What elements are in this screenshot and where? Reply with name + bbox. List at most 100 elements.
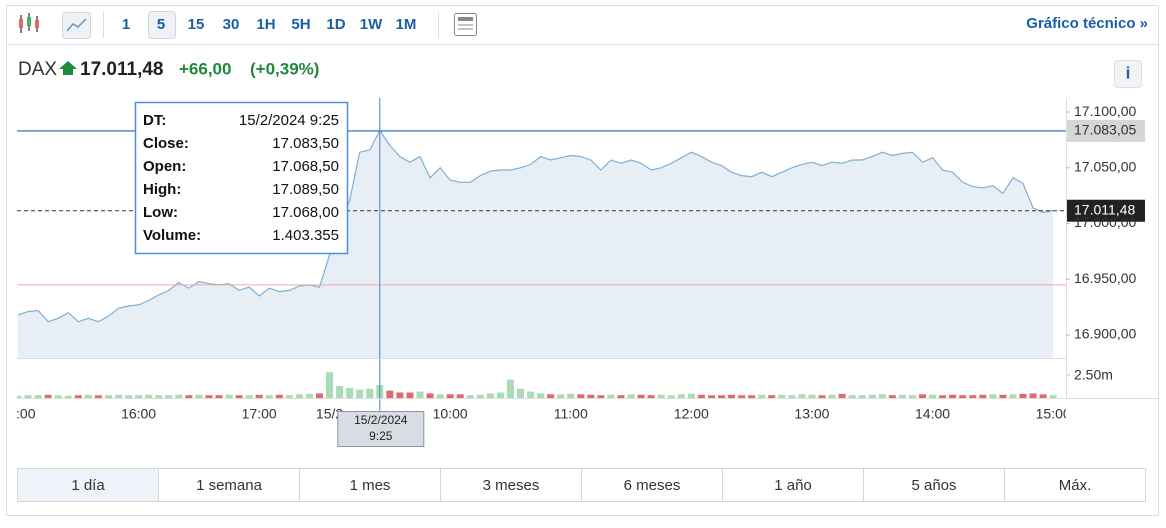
- volume-bar: [587, 394, 595, 398]
- last-price-label: 17.011,48: [1074, 201, 1135, 217]
- volume-bar: [838, 393, 846, 398]
- range-tab-label: 1 día: [71, 477, 105, 494]
- volume-bar: [426, 393, 434, 398]
- range-tab[interactable]: [299, 468, 441, 502]
- volume-bar: [225, 394, 233, 398]
- x-tick-label: 17:00: [242, 406, 277, 422]
- range-tab-label: 1 semana: [196, 477, 263, 494]
- volume-bar: [155, 395, 163, 398]
- up-arrow: [59, 61, 77, 75]
- tooltip-label: Volume:: [143, 227, 201, 244]
- range-tab[interactable]: [17, 468, 159, 502]
- interval[interactable]: 30: [223, 16, 240, 33]
- interval[interactable]: 1D: [326, 16, 345, 33]
- volume-bar: [868, 394, 876, 398]
- overlay: 17.083,05 17.011,48 15/2/2024 9:25 DT: 15/2/2…: [17, 98, 1145, 447]
- crosshair-date: 15/2/2024: [354, 413, 408, 427]
- x-tick-label: 16:00: [121, 406, 156, 422]
- volume-bar: [848, 395, 856, 398]
- volume-bar: [929, 394, 937, 398]
- interval[interactable]: 15: [188, 16, 205, 33]
- volume-bar: [386, 390, 394, 398]
- volume-bar: [808, 394, 816, 398]
- tooltip-value: 17.089,50: [272, 181, 339, 198]
- x-tick-label: 10:00: [433, 406, 468, 422]
- volume-bar: [748, 395, 756, 398]
- tooltip-label: High:: [143, 181, 181, 198]
- volume-bar: [125, 395, 133, 398]
- tooltip-value: 15/2/2024 9:25: [239, 112, 339, 129]
- interval[interactable]: 5H: [291, 16, 310, 33]
- volume-bar: [738, 395, 746, 398]
- range-tab[interactable]: [158, 468, 300, 502]
- range-tab[interactable]: [1004, 468, 1146, 502]
- volume-bar: [657, 394, 665, 398]
- volume-bar: [104, 395, 112, 398]
- interval[interactable]: 1: [122, 16, 130, 33]
- volume-bar: [115, 394, 122, 398]
- volume-bar: [607, 394, 615, 398]
- y-tick-label: 16.950,00: [1074, 270, 1136, 286]
- x-tick-label: 13:00: [794, 406, 829, 422]
- volume-bar: [788, 395, 796, 398]
- price: 17.011,48: [80, 59, 163, 80]
- volume-bar: [567, 393, 575, 398]
- volume-bar: [396, 392, 404, 398]
- volume-bar: [305, 393, 313, 398]
- volume-bar: [828, 394, 836, 398]
- volume-tick-label: 2.50m: [1074, 367, 1113, 383]
- x-tick-label: 15:00: [1036, 406, 1071, 422]
- volume-bar: [24, 395, 32, 398]
- layout-icon[interactable]: [454, 13, 477, 36]
- change: +66,00: [179, 59, 231, 78]
- volume-bar: [245, 395, 253, 398]
- change-pct: (+0,39%): [250, 59, 319, 78]
- interval[interactable]: 1W: [360, 16, 383, 33]
- volume-bar: [34, 395, 42, 398]
- crosshair-price: 17.083,05: [1074, 122, 1136, 138]
- volume-bar: [235, 395, 243, 398]
- volume-bar: [878, 394, 886, 398]
- volume-bar: [768, 395, 776, 398]
- range-tab-label: 1 año: [774, 477, 812, 494]
- volume-bar: [1019, 393, 1027, 398]
- volume-bar: [1029, 393, 1037, 398]
- volume-bar: [637, 394, 645, 398]
- tooltip-label: Open:: [143, 158, 186, 175]
- x-tick-label: 12:00: [674, 406, 709, 422]
- range-tab-label: 1 mes: [350, 477, 391, 494]
- volume-bar: [707, 395, 715, 398]
- volume-bar: [919, 394, 926, 398]
- y-tick-label: 17.050,00: [1074, 158, 1136, 174]
- volume-bar: [94, 395, 102, 398]
- volume-bar: [135, 395, 143, 398]
- volume-bar: [577, 394, 585, 398]
- y-tick-label: 16.900,00: [1074, 326, 1136, 342]
- volume-bar: [486, 393, 494, 398]
- range-tab[interactable]: [440, 468, 582, 502]
- info-button[interactable]: [1114, 60, 1142, 88]
- range-tab[interactable]: [863, 468, 1005, 502]
- candle-icon[interactable]: [19, 13, 39, 33]
- x-tick-label: 15:00: [0, 406, 35, 422]
- volume-bar: [647, 395, 655, 398]
- volume-bar: [1009, 394, 1017, 398]
- volume-bar: [326, 372, 334, 398]
- interval[interactable]: 1M: [396, 16, 417, 33]
- range-tab[interactable]: [722, 468, 864, 502]
- volume-bar: [366, 388, 374, 398]
- range-tab-label: Máx.: [1059, 477, 1092, 494]
- technical-link[interactable]: Gráfico técnico »: [1026, 15, 1148, 32]
- crosshair-date-box: [337, 411, 425, 447]
- volume-bar: [547, 394, 555, 398]
- range-tab-label: 5 años: [911, 477, 956, 494]
- volume-bar: [798, 394, 806, 398]
- volume-bar: [64, 395, 72, 398]
- volume-bar: [295, 394, 303, 398]
- volume-bar: [627, 394, 635, 398]
- interval[interactable]: 5: [157, 16, 165, 33]
- volume-bar: [476, 394, 484, 398]
- interval[interactable]: 1H: [256, 16, 275, 33]
- volume-bar: [677, 394, 685, 398]
